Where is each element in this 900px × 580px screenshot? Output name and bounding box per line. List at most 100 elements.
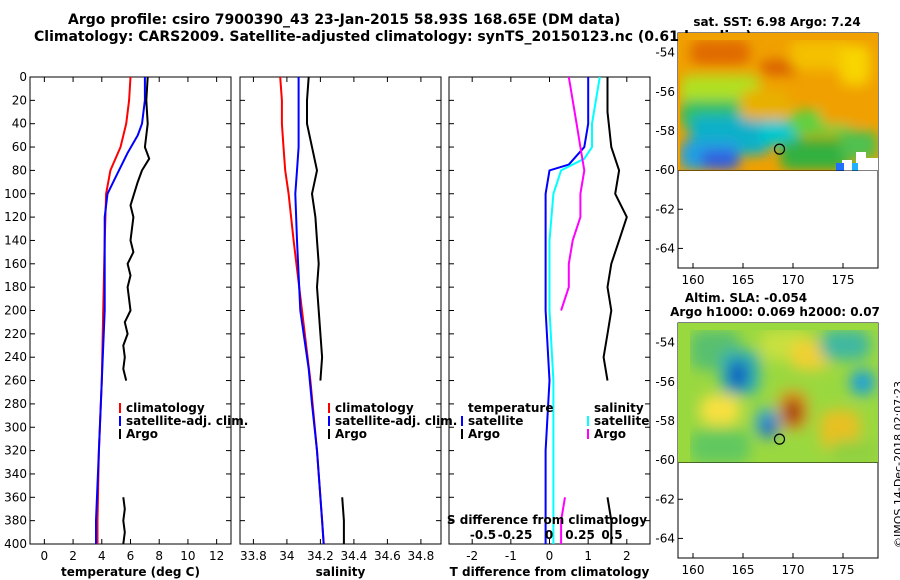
sla-patch — [762, 418, 776, 438]
temperature-series-argo — [122, 76, 151, 381]
sla-map-subtitle: Argo h1000: 0.069 h2000: 0.07 — [670, 305, 880, 319]
temperature-series-argo — [122, 497, 126, 545]
difference-xtick-label: 0 — [546, 549, 554, 563]
sla-map-ytick-label: -62 — [655, 492, 675, 506]
temperature-xtick-label: 0 — [41, 549, 49, 563]
sst-map-title: sat. SST: 6.98 Argo: 7.24 — [693, 15, 860, 29]
sla-map-title: Altim. SLA: -0.054 — [685, 291, 807, 305]
difference-series-s-satellite — [548, 76, 601, 544]
salinity-xtick-label: 34.4 — [341, 549, 368, 563]
salinity-xlabel: salinity — [316, 565, 366, 579]
sla-patch — [830, 440, 878, 463]
salinity-series-satellite-adj-clim- — [294, 77, 325, 545]
temperature-ytick-label: 300 — [4, 420, 27, 434]
difference-series-s-argo — [560, 497, 566, 544]
imos-credit: ©IMOS 14-Dec-2018 02:07:23 — [892, 381, 900, 548]
temperature-ytick-label: 220 — [4, 327, 27, 341]
salinity-series-climatology — [279, 76, 325, 545]
sla-map-xtick-label: 165 — [732, 563, 755, 577]
temperature-xtick-label: 8 — [155, 549, 163, 563]
salinity-xtick-label: 34.6 — [374, 549, 401, 563]
sla-argo-marker — [773, 433, 786, 445]
temperature-ytick-label: 140 — [4, 233, 27, 247]
sla-map-ytick-label: -54 — [655, 336, 675, 350]
sst-patch — [700, 150, 740, 170]
sst-patch — [780, 140, 850, 170]
temperature-ytick-label: 60 — [12, 140, 27, 154]
sla-patch — [728, 360, 748, 390]
sst-land-mask — [836, 163, 844, 171]
temperature-ytick-label: 320 — [4, 444, 27, 458]
salinity-xtick-label: 34.8 — [408, 549, 435, 563]
sla-patch — [820, 330, 870, 360]
sst-map-xtick-label: 160 — [682, 273, 705, 287]
salinity-series-argo — [341, 497, 345, 544]
temperature-ytick-label: 260 — [4, 374, 27, 388]
sla-map-ytick-label: -56 — [655, 375, 675, 389]
temperature-ytick-label: 80 — [12, 163, 27, 177]
difference-legend-header-temperature: temperature — [468, 401, 553, 415]
chart-title-line-2: Climatology: CARS2009. Satellite-adjuste… — [34, 29, 752, 45]
sla-patch — [784, 398, 802, 426]
temperature-ytick-label: 160 — [4, 257, 27, 271]
temperature-ytick-label: 180 — [4, 280, 27, 294]
difference-legend-label: Argo — [594, 427, 626, 441]
sst-land-mask — [852, 163, 858, 171]
sst-argo-marker — [773, 143, 786, 155]
salinity-xtick-label: 33.8 — [240, 549, 267, 563]
difference-series-t-satellite — [544, 77, 590, 544]
difference-xlabel: T difference from climatology — [450, 565, 650, 579]
difference-legend-label: satellite — [468, 414, 523, 428]
salinity-legend-label: climatology — [335, 401, 414, 415]
temperature-series-climatology — [96, 76, 132, 544]
sla-map-xtick-label: 170 — [782, 563, 805, 577]
temperature-xlabel: temperature (deg C) — [61, 565, 200, 579]
difference-top-axis-label: S difference from climatology — [447, 513, 647, 527]
salinity-series-argo — [306, 76, 324, 381]
difference-top-tick-label: 0.25 — [565, 528, 595, 542]
difference-xtick-label: 1 — [584, 549, 592, 563]
sst-map-xtick-label: 175 — [832, 273, 855, 287]
salinity-legend-label: satellite-adj. clim. — [335, 414, 457, 428]
difference-xtick-label: -2 — [466, 549, 478, 563]
temperature-ytick-label: 100 — [4, 187, 27, 201]
temperature-ytick-label: 40 — [12, 117, 27, 131]
temperature-xtick-label: 2 — [69, 549, 77, 563]
sla-map-ytick-label: -58 — [655, 414, 675, 428]
sst-patch — [790, 40, 850, 70]
sst-map-ytick-label: -64 — [655, 241, 675, 255]
temperature-legend-label: satellite-adj. clim. — [126, 414, 248, 428]
temperature-xtick-label: 6 — [127, 549, 135, 563]
sla-blobs — [690, 330, 878, 463]
temperature-ytick-label: 20 — [12, 93, 27, 107]
temperature-ytick-label: 200 — [4, 304, 27, 318]
sst-map-ytick-label: -54 — [655, 46, 675, 60]
sst-patch — [840, 45, 870, 85]
sst-map-ytick-label: -62 — [655, 202, 675, 216]
temperature-legend-label: Argo — [126, 427, 158, 441]
difference-legend-label: satellite — [594, 414, 649, 428]
temperature-ytick-label: 340 — [4, 467, 27, 481]
salinity-frame — [239, 76, 442, 545]
sst-blobs — [680, 40, 878, 170]
sst-map-ytick-label: -60 — [655, 163, 675, 177]
difference-xtick-label: -1 — [505, 549, 517, 563]
sla-map-ytick-label: -60 — [655, 453, 675, 467]
sst-land-mask — [842, 160, 852, 171]
temperature-ytick-label: 400 — [4, 537, 27, 551]
salinity-legend-label: Argo — [335, 427, 367, 441]
difference-top-tick-label: -0.25 — [498, 528, 533, 542]
sla-map-xtick-label: 160 — [682, 563, 705, 577]
temperature-ytick-label: 380 — [4, 514, 27, 528]
sst-field — [678, 33, 878, 171]
sst-land-mask — [856, 152, 866, 171]
chart-title-line-1: Argo profile: csiro 7900390_43 23-Jan-20… — [68, 12, 621, 28]
temperature-ytick-label: 280 — [4, 397, 27, 411]
temperature-xtick-label: 10 — [180, 549, 195, 563]
sla-patch — [850, 370, 875, 395]
temperature-ytick-label: 0 — [19, 70, 27, 84]
sla-patch — [700, 395, 740, 425]
temperature-ytick-label: 240 — [4, 350, 27, 364]
sst-map-ytick-label: -58 — [655, 124, 675, 138]
difference-top-tick-label: 0 — [545, 528, 553, 542]
